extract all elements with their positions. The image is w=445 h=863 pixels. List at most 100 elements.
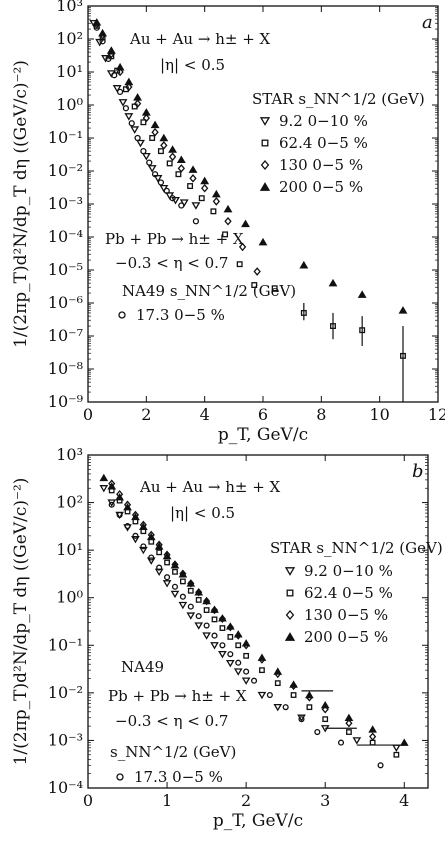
data-point	[271, 285, 278, 292]
data-point	[175, 171, 182, 178]
data-point	[168, 152, 177, 162]
data-point	[299, 260, 309, 269]
data-point	[227, 651, 234, 658]
data-point	[164, 574, 171, 581]
data-point	[369, 732, 377, 741]
data-point	[195, 613, 202, 620]
data-point	[235, 642, 242, 649]
data-point	[116, 88, 124, 95]
data-point	[162, 551, 172, 560]
data-point	[124, 77, 134, 86]
data-point	[140, 148, 147, 155]
panel-letter: b	[412, 461, 424, 482]
data-point	[187, 587, 194, 594]
eta-cut-star: |η| < 0.5	[160, 56, 225, 74]
eta-cut-na49: −0.3 < η < 0.7	[115, 712, 228, 730]
y-tick-label: 10⁻²	[48, 683, 83, 702]
eta-cut-star: |η| < 0.5	[170, 504, 235, 522]
legend-marker	[118, 311, 126, 319]
data-point	[187, 603, 194, 610]
y-tick-label: 10⁻⁴	[48, 778, 83, 797]
data-point	[258, 237, 268, 246]
data-point	[146, 532, 156, 541]
data-point	[154, 542, 164, 550]
y-tick-label: 10¹	[56, 540, 83, 559]
data-point	[273, 667, 283, 675]
legend-entry: 17.3 0−5 %	[136, 306, 225, 324]
panel-letter: a	[422, 12, 433, 33]
legend-entry: 9.2 0−10 %	[304, 562, 393, 580]
data-point	[290, 692, 297, 698]
data-point	[140, 119, 147, 126]
data-point	[211, 189, 221, 198]
data-point	[115, 62, 125, 71]
data-point	[107, 482, 117, 490]
legend-marker	[285, 609, 295, 621]
y-tick-label: 10⁻⁵	[48, 260, 83, 279]
data-point	[146, 159, 153, 166]
data-point	[224, 216, 232, 226]
data-point	[305, 690, 314, 699]
legend-header-star: STAR s_NN^1/2 (GeV)	[252, 90, 425, 108]
data-point	[163, 187, 170, 194]
data-point	[99, 485, 109, 493]
data-point	[253, 267, 261, 276]
data-point	[241, 677, 251, 685]
data-point	[233, 630, 243, 638]
data-point	[136, 139, 145, 148]
data-point	[368, 725, 377, 733]
data-point	[377, 762, 384, 769]
data-point	[98, 28, 108, 37]
legend-entry: 130 0−5 %	[279, 156, 363, 174]
data-point	[306, 704, 313, 711]
data-point	[194, 622, 204, 630]
data-point	[225, 622, 235, 630]
legend-entry: 130 0−5 %	[304, 606, 388, 624]
data-point	[93, 24, 100, 31]
x-tick-label: 6	[258, 405, 268, 424]
data-point	[200, 176, 210, 185]
data-point	[227, 634, 234, 640]
data-point	[298, 716, 305, 723]
data-point	[238, 242, 247, 252]
x-tick-label: 0	[83, 405, 93, 424]
data-point	[172, 568, 178, 575]
data-point	[241, 639, 251, 647]
data-point	[398, 306, 408, 314]
data-point	[243, 668, 250, 675]
data-point	[178, 601, 188, 610]
data-point	[201, 183, 209, 193]
data-point	[148, 538, 155, 545]
data-point	[156, 549, 163, 556]
data-point	[157, 148, 164, 155]
legend-marker	[260, 159, 270, 171]
data-point	[369, 739, 376, 746]
data-point	[289, 680, 298, 688]
legend-header-star: STAR s_NN^1/2 (GeV)	[270, 539, 443, 557]
data-point	[223, 204, 233, 213]
panel-a: 10³ 10² 10¹ 10⁰ 10⁻¹ 10⁻² 10⁻³ 10⁻⁴ 10⁻⁵ 10⁻⁶ 10⁻⁷…	[11, 0, 445, 445]
data-point	[132, 532, 139, 539]
data-point	[170, 590, 180, 599]
data-point	[179, 593, 186, 600]
data-point	[194, 588, 204, 596]
data-point	[250, 677, 258, 684]
data-point	[112, 85, 122, 93]
data-point	[99, 38, 106, 45]
data-point	[139, 546, 148, 555]
data-point	[320, 701, 330, 709]
reaction-label-star: Au + Au → h± + X	[129, 30, 271, 48]
y-tick-label: 10²	[56, 29, 83, 48]
data-point	[211, 632, 218, 639]
data-point	[130, 126, 140, 134]
data-point	[118, 99, 128, 107]
data-point	[146, 557, 156, 565]
legend-marker	[284, 632, 296, 641]
x-tick-label: 1	[162, 791, 172, 810]
data-point	[212, 197, 220, 206]
data-point	[203, 607, 210, 613]
data-point	[210, 208, 217, 215]
data-point	[399, 738, 409, 746]
x-tick-label: 12	[428, 405, 445, 424]
legend-entry: 17.3 0−5 %	[134, 768, 223, 786]
